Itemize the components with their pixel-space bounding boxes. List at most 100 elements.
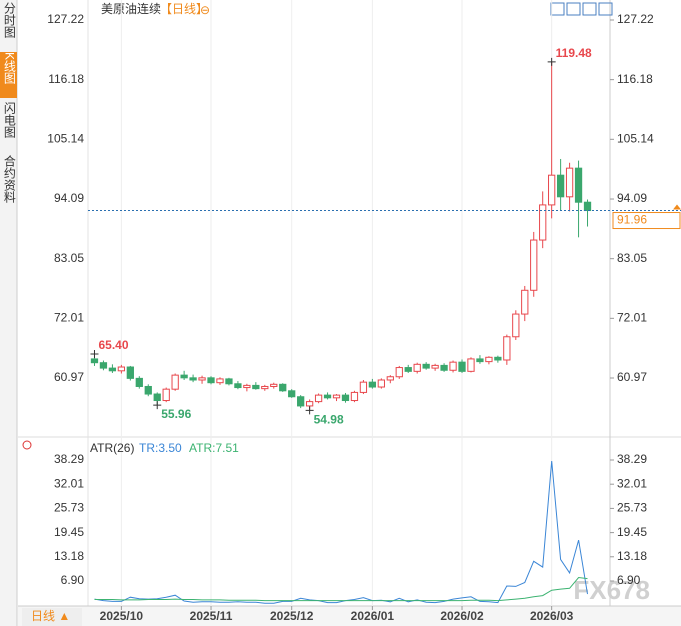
tool-icon[interactable] bbox=[550, 2, 565, 16]
tool-icon[interactable] bbox=[566, 2, 581, 16]
y-tick-label-left: 32.01 bbox=[54, 476, 84, 490]
candle-body bbox=[261, 385, 269, 390]
active-tab-bg bbox=[0, 52, 17, 98]
y-tick-label-left: 60.97 bbox=[54, 370, 84, 384]
candle-body bbox=[476, 358, 484, 363]
candle-body bbox=[135, 377, 143, 387]
period-button[interactable]: 日线 ▲ bbox=[31, 609, 70, 623]
candle-body bbox=[279, 383, 287, 392]
y-tick-label-left: 25.73 bbox=[54, 501, 84, 515]
tool-icon[interactable] bbox=[598, 2, 613, 16]
candle-body bbox=[117, 366, 126, 372]
y-tick-label-left: 38.29 bbox=[54, 452, 84, 466]
last-price-arrow bbox=[673, 204, 681, 210]
candle-body bbox=[583, 201, 592, 212]
settings-icon[interactable] bbox=[22, 440, 32, 450]
y-tick-label-left: 6.90 bbox=[61, 573, 85, 587]
toolbar bbox=[550, 2, 613, 16]
candle-body bbox=[530, 239, 538, 291]
chart-title: 美原油连续 bbox=[101, 1, 161, 16]
sidebar-tab[interactable]: K线图 bbox=[2, 52, 16, 84]
x-tick-label: 2026/01 bbox=[351, 609, 395, 623]
candle-body bbox=[323, 394, 332, 399]
annotation-label: 65.40 bbox=[98, 338, 128, 352]
x-tick-label: 2026/03 bbox=[530, 609, 574, 623]
y-tick-label: 72.01 bbox=[617, 311, 647, 325]
candle-body bbox=[404, 367, 412, 372]
annotation-marker bbox=[153, 401, 162, 410]
y-tick-label-left: 116.18 bbox=[48, 72, 84, 86]
indicator-value: TR:3.50 bbox=[139, 441, 182, 455]
y-tick-label: 13.18 bbox=[617, 549, 647, 563]
annotation-label: 55.96 bbox=[161, 407, 191, 421]
candle-body bbox=[565, 167, 574, 198]
candle-body bbox=[503, 336, 511, 361]
candle-body bbox=[574, 167, 583, 203]
candle-body bbox=[198, 377, 206, 381]
sidebar-tab[interactable]: 合约资料 bbox=[2, 154, 16, 203]
candle-body bbox=[297, 396, 305, 407]
candle-body bbox=[171, 374, 179, 390]
y-tick-label: 32.01 bbox=[617, 476, 647, 490]
candle-body bbox=[144, 385, 152, 395]
y-tick-label: 94.09 bbox=[617, 191, 647, 205]
candle-body bbox=[431, 364, 439, 369]
annotation-label: 54.98 bbox=[314, 413, 344, 427]
x-tick-label: 2025/12 bbox=[270, 609, 314, 623]
y-tick-label: 116.18 bbox=[617, 72, 653, 86]
candle-body bbox=[180, 374, 188, 379]
toggle[interactable]: ⊖ bbox=[200, 3, 210, 17]
candle-body bbox=[90, 358, 99, 364]
candle-body bbox=[512, 313, 520, 338]
candle-body bbox=[332, 394, 341, 399]
candle-body bbox=[216, 378, 224, 384]
candle-body bbox=[467, 358, 475, 372]
watermark: FX678 bbox=[573, 575, 650, 605]
candle-body bbox=[440, 364, 448, 371]
indicator-line bbox=[94, 576, 588, 602]
sidebar bbox=[0, 0, 17, 626]
last-price-label: 91.96 bbox=[617, 213, 647, 227]
candle-body bbox=[422, 363, 430, 369]
last-price-box bbox=[612, 212, 681, 230]
y-tick-label: 127.22 bbox=[617, 12, 654, 26]
candle-body bbox=[359, 381, 368, 393]
candle-body bbox=[99, 362, 108, 369]
sidebar-tab[interactable]: 分时图 bbox=[2, 2, 16, 38]
candle-body bbox=[108, 367, 117, 372]
y-tick-label: 38.29 bbox=[617, 452, 647, 466]
y-tick-label-left: 127.22 bbox=[47, 12, 84, 26]
candle-body bbox=[162, 388, 170, 402]
candle-body bbox=[189, 377, 197, 381]
candle-body bbox=[288, 390, 296, 398]
candle-body bbox=[539, 204, 547, 241]
annotation-label: 119.48 bbox=[556, 46, 592, 60]
candle-body bbox=[243, 384, 251, 389]
indicator-title: ATR(26) bbox=[90, 441, 134, 455]
tool-icon[interactable] bbox=[582, 2, 597, 16]
y-tick-label-left: 83.05 bbox=[54, 251, 84, 265]
candle-body bbox=[207, 377, 215, 384]
candle-body bbox=[314, 394, 323, 403]
candle-body bbox=[126, 366, 134, 379]
candle-body bbox=[305, 401, 314, 407]
candle-body bbox=[270, 383, 278, 387]
y-tick-label: 19.45 bbox=[617, 525, 647, 539]
y-tick-label: 60.97 bbox=[617, 370, 647, 384]
candle-body bbox=[548, 174, 556, 206]
candle-body bbox=[413, 363, 421, 372]
candle-body bbox=[153, 393, 161, 402]
candle-body bbox=[225, 378, 233, 385]
candle-body bbox=[341, 394, 350, 402]
y-tick-label-left: 72.01 bbox=[54, 311, 84, 325]
y-tick-label-left: 13.18 bbox=[54, 549, 84, 563]
candle-body bbox=[556, 174, 565, 198]
indicator-line bbox=[94, 461, 588, 604]
x-tick-label: 2025/10 bbox=[100, 609, 144, 623]
annotation-marker bbox=[90, 350, 99, 359]
candle-body bbox=[368, 381, 377, 388]
y-tick-label: 25.73 bbox=[617, 501, 647, 515]
sidebar-tab[interactable]: 闪电图 bbox=[2, 102, 16, 138]
candle-body bbox=[449, 361, 457, 371]
